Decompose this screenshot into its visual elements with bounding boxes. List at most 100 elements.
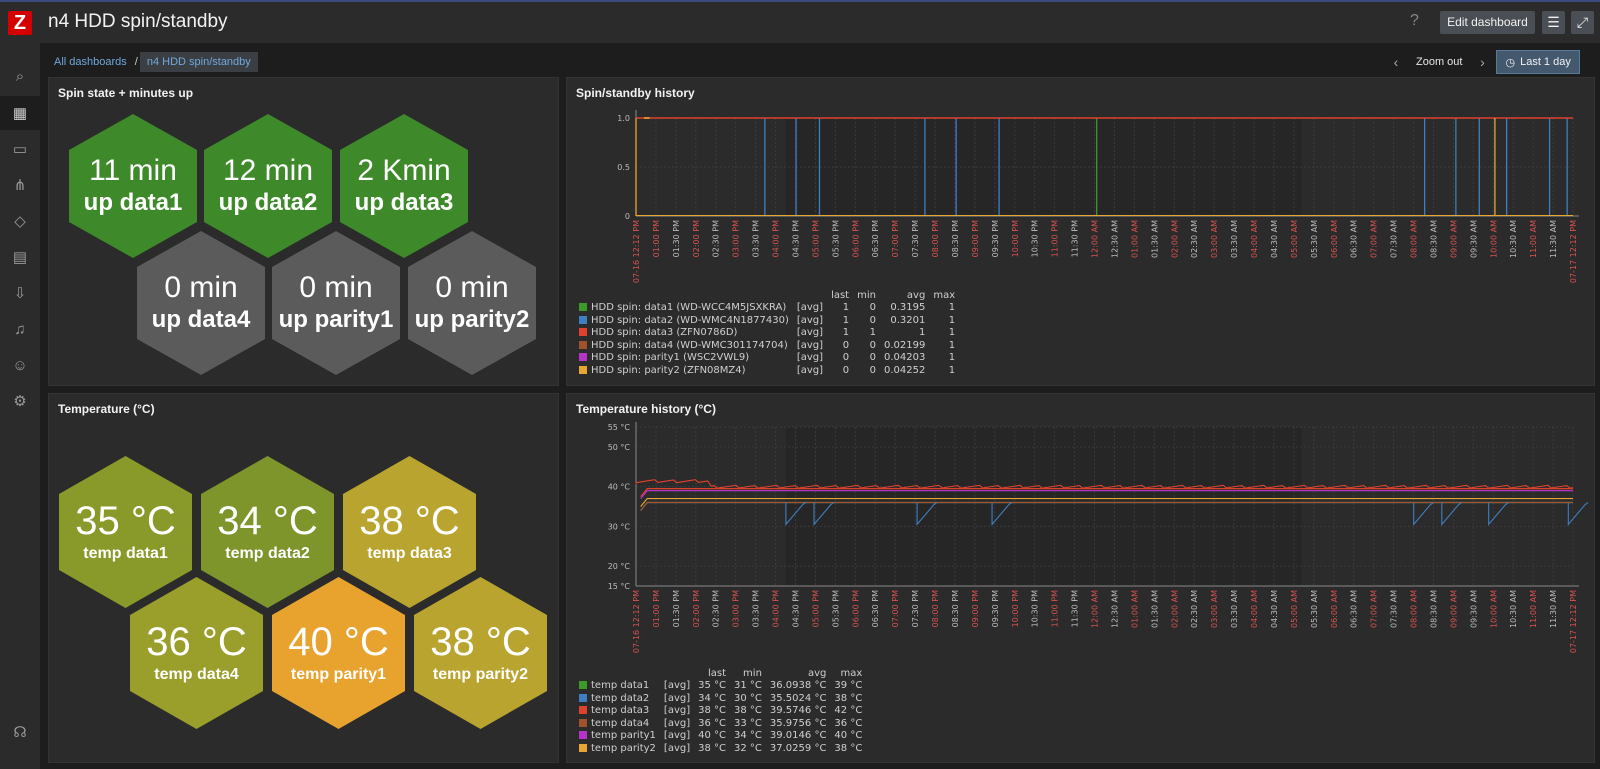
x-tick-label: 07-16 12:12 PM: [632, 590, 641, 653]
legend-value: 1: [948, 314, 956, 326]
hex-label: temp data1: [83, 545, 168, 562]
menu-icon[interactable]: ☰: [1542, 11, 1565, 34]
alerts-icon[interactable]: ♫: [14, 320, 26, 338]
night-shading: [785, 427, 1302, 586]
zoom-out-button[interactable]: Zoom out: [1416, 56, 1463, 68]
monitoring-icon[interactable]: ▭: [12, 141, 28, 158]
y-tick-label: 20 °C: [608, 562, 631, 571]
edit-dashboard-button[interactable]: Edit dashboard: [1440, 11, 1535, 34]
temp-history-widget: Temperature history (°C) 07-16 12:12 PM 0…: [566, 393, 1595, 763]
hex-tile[interactable]: 34 °C temp data2: [201, 456, 334, 608]
x-tick-label: 07:00 PM: [891, 590, 900, 627]
network-icon[interactable]: ⋔: [13, 177, 27, 194]
x-tick-label: 01:30 AM: [1150, 220, 1159, 258]
hex-value: 40 °C: [288, 620, 389, 664]
breadcrumb-all-dashboards[interactable]: All dashboards: [54, 56, 127, 68]
x-tick-label: 12:00 AM: [1091, 590, 1100, 628]
legend-row[interactable]: temp data3 [avg] 38 °C 38 °C 39.5746 °C 42 °C: [575, 705, 866, 718]
legend-value: 32 °C: [734, 742, 762, 754]
hex-tile[interactable]: 35 °C temp data1: [59, 456, 192, 608]
legend-value: 0: [869, 352, 876, 363]
x-tick-label: 07:30 AM: [1390, 590, 1399, 628]
hex-tile[interactable]: 0 min up parity2: [408, 231, 536, 375]
x-tick-label: 08:00 PM: [931, 590, 940, 627]
support-icon[interactable]: ☊: [13, 724, 27, 741]
time-controls: ‹ Zoom out › ◷ Last 1 day: [1386, 50, 1580, 74]
x-tick-label: 06:30 AM: [1350, 590, 1359, 628]
zabbix-logo[interactable]: Z: [0, 2, 40, 43]
next-period-icon[interactable]: ›: [1480, 54, 1485, 70]
legend-row[interactable]: temp parity1 [avg] 40 °C 34 °C 39.0146 °C 40 …: [575, 730, 866, 743]
hex-value: 0 min: [435, 271, 509, 304]
legend-func: [avg]: [663, 717, 691, 729]
legend-header: last: [831, 290, 850, 301]
data-collection-icon[interactable]: ⇩: [13, 285, 27, 302]
legend-name: HDD spin: data1 (WD-WCC4M5JSXKRA): [575, 302, 793, 315]
legend-value: 42 °C: [834, 705, 863, 716]
series-dip: [1441, 502, 1462, 526]
settings-icon[interactable]: ⚙: [13, 393, 27, 410]
x-tick-label: 10:00 PM: [1011, 590, 1020, 627]
breadcrumb-current[interactable]: n4 HDD spin/standby: [139, 52, 258, 72]
widget-title: Temperature (°C): [58, 402, 155, 416]
legend-row[interactable]: HDD spin: data2 (WD-WMC4N1877430) [avg] 1 0…: [575, 315, 959, 328]
x-tick-label: 07-17 12:12 PM: [1569, 590, 1578, 653]
legend-name: HDD spin: data2 (WD-WMC4N1877430): [575, 315, 793, 328]
hex-tile[interactable]: 0 min up data4: [137, 231, 265, 375]
widget-title: Spin state + minutes up: [58, 86, 194, 100]
hex-tile[interactable]: 0 min up parity1: [272, 231, 400, 375]
period-selector[interactable]: ◷ Last 1 day: [1496, 50, 1580, 74]
x-tick-label: 10:30 PM: [1031, 590, 1040, 627]
legend-row[interactable]: HDD spin: data3 (ZFN0786D) [avg] 1 1 1 1: [575, 327, 959, 340]
legend-row[interactable]: temp parity2 [avg] 38 °C 32 °C 37.0259 °C 38 …: [575, 743, 866, 756]
hex-tile[interactable]: 36 °C temp data4: [130, 577, 263, 729]
spin-state-widget: Spin state + minutes up 11 min up data1 12…: [48, 77, 559, 386]
x-tick-label: 06:00 PM: [851, 220, 860, 257]
legend-row[interactable]: HDD spin: parity2 (ZFN08MZ4) [avg] 0 0 0.042…: [575, 365, 959, 378]
users-icon[interactable]: ☺: [12, 356, 28, 374]
legend-row[interactable]: temp data4 [avg] 36 °C 33 °C 35.9756 °C 36 °C: [575, 718, 866, 731]
reports-icon[interactable]: ▤: [12, 249, 28, 266]
legend-name: temp data3: [575, 705, 660, 718]
hex-tile[interactable]: 11 min up data1: [69, 114, 197, 258]
hex-tile[interactable]: 38 °C temp parity2: [414, 577, 547, 729]
hex-tile[interactable]: 12 min up data2: [204, 114, 332, 258]
x-tick-label: 04:00 PM: [772, 220, 781, 257]
dashboard-icon[interactable]: ▦: [0, 96, 40, 130]
legend-row[interactable]: temp data2 [avg] 34 °C 30 °C 35.5024 °C 38 °C: [575, 693, 866, 706]
legend-name: temp data1: [575, 680, 660, 693]
legend-value: 1: [842, 302, 850, 313]
legend-func: [avg]: [796, 352, 824, 363]
legend-row[interactable]: temp data1 [avg] 35 °C 31 °C 36.0938 °C 39 °C: [575, 680, 866, 693]
x-tick-label: 08:30 AM: [1429, 590, 1438, 628]
legend-value: 31 °C: [734, 680, 762, 691]
x-tick-label: 10:30 AM: [1509, 590, 1518, 628]
hex-tile[interactable]: 2 Kmin up data3: [340, 114, 468, 258]
hex-tile[interactable]: 38 °C temp data3: [343, 456, 476, 608]
x-tick-label: 03:00 AM: [1210, 590, 1219, 628]
hex-label: temp data4: [154, 666, 239, 683]
legend-value: 39 °C: [834, 680, 863, 691]
top-bar: Z n4 HDD spin/standby ? Edit dashboard ☰…: [0, 0, 1600, 43]
hex-tile[interactable]: 40 °C temp parity1: [272, 577, 405, 729]
spin-history-chart[interactable]: 07-16 12:12 PM 01:00 PM 01:30 PM 02:00 PM 02…: [567, 106, 1596, 321]
legend-swatch: [579, 681, 587, 689]
legend-row[interactable]: HDD spin: data4 (WD-WMC301174704) [avg] 0 0…: [575, 340, 959, 353]
help-icon[interactable]: ?: [1410, 12, 1419, 29]
temp-history-chart[interactable]: 07-16 12:12 PM 01:00 PM 01:30 PM 02:00 PM 02…: [567, 422, 1596, 692]
legend-row[interactable]: HDD spin: data1 (WD-WCC4M5JSXKRA) [avg] 1 0…: [575, 302, 959, 315]
series-dip: [813, 502, 835, 526]
legend-row[interactable]: HDD spin: parity1 (WSC2VWL9) [avg] 0 0 0.042…: [575, 352, 959, 365]
x-tick-label: 11:30 PM: [1071, 590, 1080, 627]
breadcrumb-separator: /: [134, 56, 138, 68]
x-tick-label: 01:00 AM: [1130, 590, 1139, 628]
inventory-icon[interactable]: ◇: [14, 213, 26, 230]
fullscreen-icon[interactable]: ⤢: [1571, 11, 1594, 34]
legend-value: 0.04252: [883, 364, 926, 376]
legend-name: temp data4: [575, 718, 660, 731]
series-dip: [916, 502, 938, 526]
legend-value: 1: [948, 302, 956, 313]
hex-value: 11 min: [89, 154, 177, 187]
search-icon[interactable]: ⌕: [15, 67, 25, 85]
prev-period-icon[interactable]: ‹: [1393, 54, 1399, 70]
